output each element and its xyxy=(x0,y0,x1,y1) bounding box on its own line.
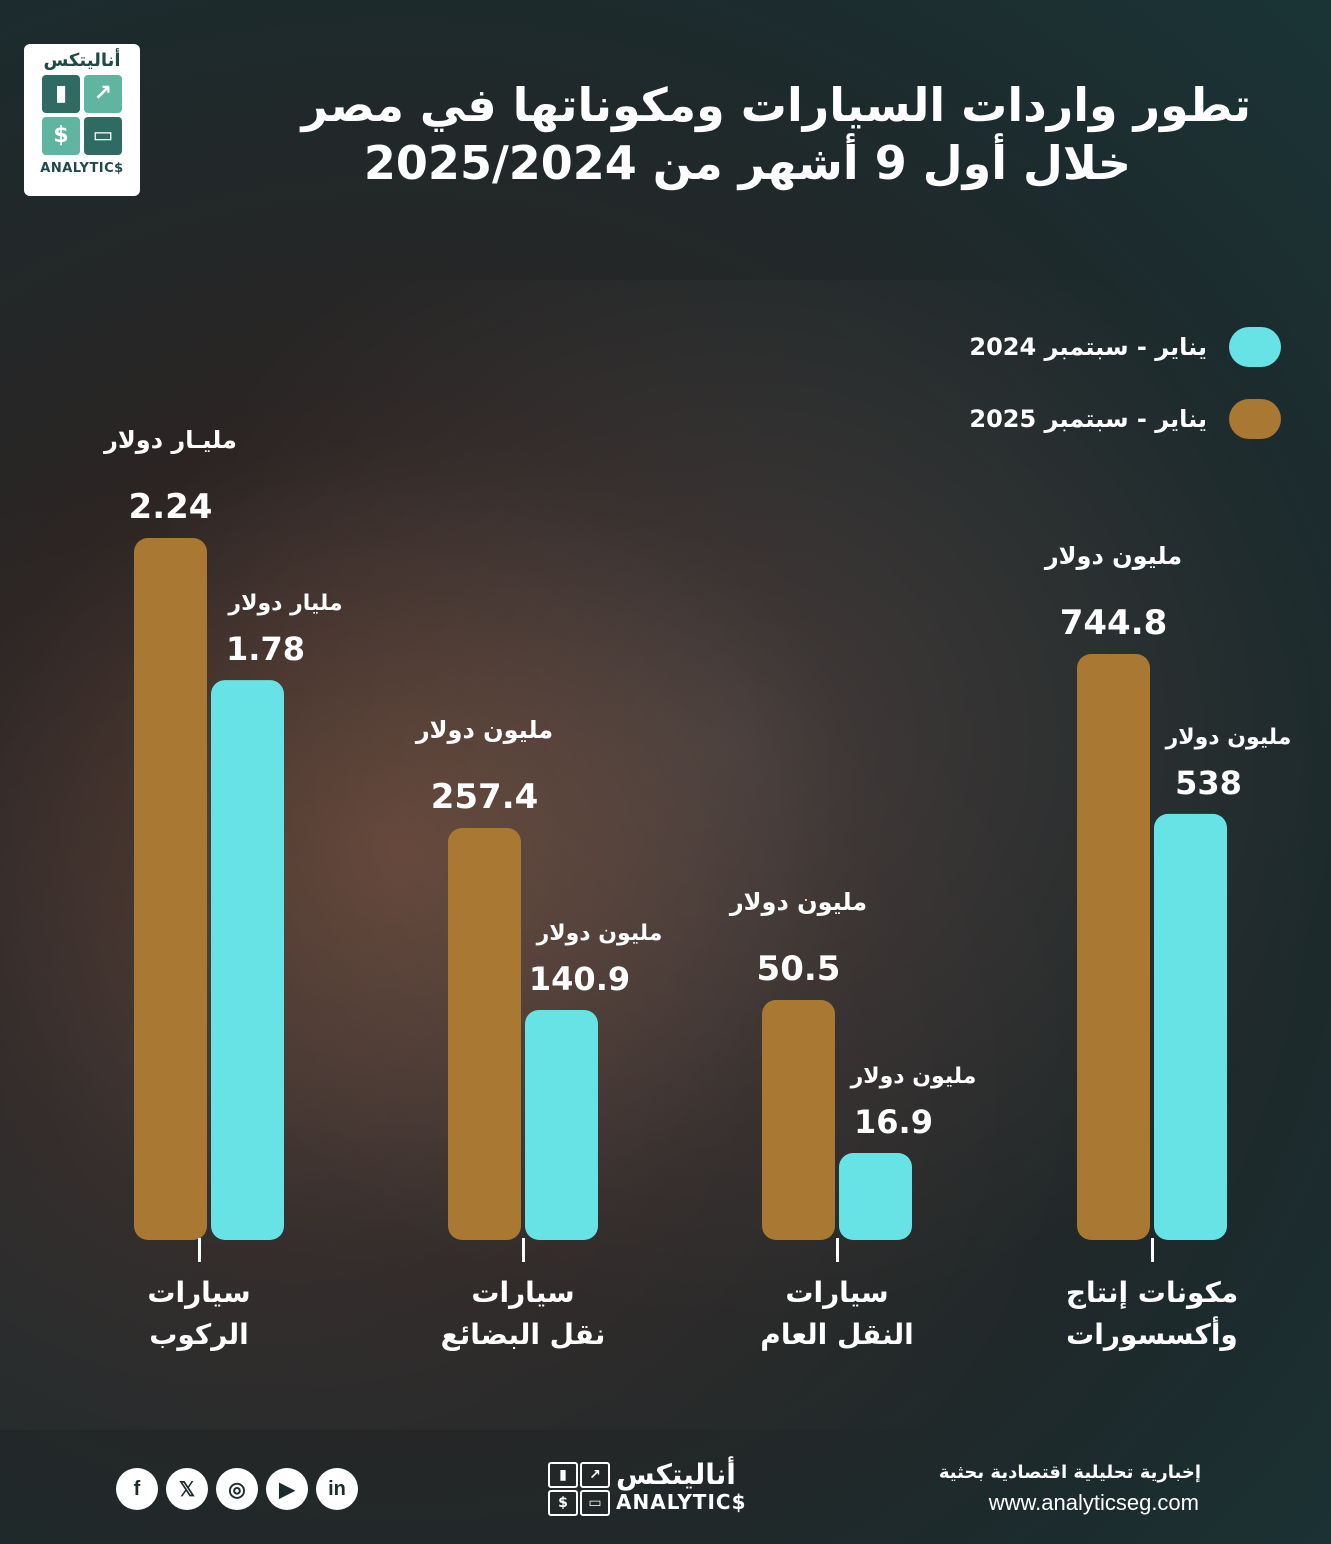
x-tick-label: مكونات إنتاج xyxy=(1066,1276,1238,1310)
bar-2024-1 xyxy=(525,1009,598,1240)
facebook-icon[interactable]: f xyxy=(116,1468,158,1510)
legend-label-2025: يناير - سبتمبر 2025 xyxy=(969,405,1207,433)
footer-logo-english: ANALYTIC$ xyxy=(616,1490,747,1514)
bar-2025-3 xyxy=(1077,654,1150,1240)
data-label-value: 50.5 xyxy=(757,949,841,989)
data-label-unit: مليون دولار xyxy=(850,1064,977,1089)
data-label-value: 16.9 xyxy=(854,1103,933,1141)
data-label-unit: مليون دولار xyxy=(1044,542,1182,570)
data-label-unit: مليون دولار xyxy=(536,921,663,946)
x-tick-label: وأكسسورات xyxy=(1066,1316,1238,1351)
chart-legend: يناير - سبتمبر 2024 يناير - سبتمبر 2025 xyxy=(861,326,1281,470)
x-tick xyxy=(1151,1238,1154,1262)
trend-up-icon: ↗ xyxy=(84,75,122,113)
footer-logo-icons: ▮ ↗ $ ▭ xyxy=(548,1462,610,1516)
brand-logo-arabic: أناليتكس xyxy=(43,50,121,71)
dollar-icon: $ xyxy=(548,1490,578,1516)
x-tick xyxy=(836,1238,839,1262)
x-tick xyxy=(522,1238,525,1262)
data-label-value: 257.4 xyxy=(431,777,539,817)
data-label-unit: مليون دولار xyxy=(729,888,867,916)
chart-title: تطور واردات السيارات ومكوناتها في مصر خل… xyxy=(251,76,1252,192)
footer-logo: ▮ ↗ $ ▭ أناليتكس ANALYTIC$ xyxy=(548,1458,748,1518)
brand-logo-english: ANALYTIC$ xyxy=(40,161,124,176)
data-label-value: 538 xyxy=(1175,764,1242,802)
chart-title-line1: تطور واردات السيارات ومكوناتها في مصر xyxy=(301,78,1252,132)
footer-logo-arabic: أناليتكس xyxy=(616,1458,736,1491)
legend-swatch-2025 xyxy=(1229,399,1281,439)
instagram-icon[interactable]: ◎ xyxy=(216,1468,258,1510)
bar-2025-1 xyxy=(448,828,521,1240)
bar-chart-icon: ▮ xyxy=(548,1462,578,1488)
card-icon: ▭ xyxy=(580,1490,610,1516)
legend-item-2025: يناير - سبتمبر 2025 xyxy=(861,398,1281,440)
x-tick-label: سيارات xyxy=(147,1276,250,1309)
linkedin-icon[interactable]: in xyxy=(316,1468,358,1510)
chart-title-line2: خلال أول 9 أشهر من 2025/2024 xyxy=(363,136,1131,190)
data-label-unit: مليون دولار xyxy=(1165,725,1292,750)
data-label-unit: مليـار دولار xyxy=(103,426,237,454)
trend-up-icon: ↗ xyxy=(580,1462,610,1488)
x-tick-label: سيارات xyxy=(785,1276,888,1309)
legend-item-2024: يناير - سبتمبر 2024 xyxy=(861,326,1281,368)
x-tick-label: نقل البضائع xyxy=(441,1318,606,1351)
footer-tagline: إخبارية تحليلية اقتصادية بحثية xyxy=(938,1462,1201,1483)
brand-logo-icons: ▮ ↗ $ ▭ xyxy=(24,75,140,155)
bar-chart: 2.24 مليـار دولار 1.78 مليار دولار سيارات الر… xyxy=(103,426,1292,1351)
data-label-value: 1.78 xyxy=(226,630,305,668)
bar-2024-2 xyxy=(839,1153,912,1240)
dollar-icon: $ xyxy=(42,117,80,155)
card-icon: ▭ xyxy=(84,117,122,155)
data-label-value: 744.8 xyxy=(1060,603,1168,643)
bar-2025-2 xyxy=(762,1000,835,1240)
data-label-value: 140.9 xyxy=(529,960,630,998)
footer-website-link[interactable]: www.analyticseg.com xyxy=(988,1490,1199,1515)
bar-2024-3 xyxy=(1154,813,1227,1240)
bar-2025-0 xyxy=(134,538,207,1240)
bar-2024-0 xyxy=(211,680,284,1240)
data-label-unit: مليون دولار xyxy=(415,716,553,744)
x-icon[interactable]: 𝕏 xyxy=(166,1468,208,1510)
legend-swatch-2024 xyxy=(1229,327,1281,367)
x-tick xyxy=(198,1238,201,1262)
bar-chart-icon: ▮ xyxy=(42,75,80,113)
legend-label-2024: يناير - سبتمبر 2024 xyxy=(969,333,1207,361)
x-tick-label: الركوب xyxy=(149,1318,249,1351)
x-tick-label: النقل العام xyxy=(760,1318,913,1351)
brand-logo: أناليتكس ▮ ↗ $ ▭ ANALYTIC$ xyxy=(24,44,140,196)
data-label-value: 2.24 xyxy=(129,487,213,527)
data-label-unit: مليار دولار xyxy=(227,591,342,616)
youtube-icon[interactable]: ▶ xyxy=(266,1468,308,1510)
x-tick-label: سيارات xyxy=(471,1276,574,1309)
social-links: f 𝕏 ◎ ▶ in xyxy=(116,1468,358,1510)
